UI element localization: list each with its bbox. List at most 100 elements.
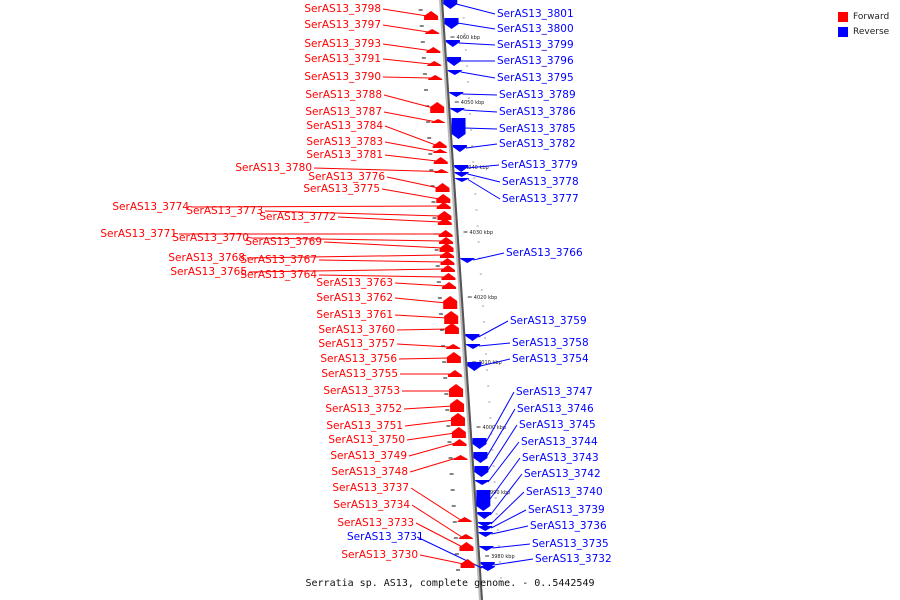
reverse-gene-feature	[478, 526, 493, 531]
forward-leader-line	[383, 111, 435, 122]
forward-leader-line	[382, 8, 428, 17]
scale-tick-label: 4060 kbp	[456, 35, 480, 41]
forward-leader-line	[384, 154, 437, 162]
reverse-gene-feature	[443, 0, 458, 9]
reverse-gene-feature	[444, 18, 459, 29]
forward-gene-label: SerAS13_3748	[331, 466, 408, 478]
reverse-gene-feature	[478, 532, 493, 537]
forward-gene-label: SerAS13_3790	[304, 71, 381, 83]
reverse-gene-label: SerAS13_3731	[347, 531, 424, 543]
forward-gene-label: SerAS13_3733	[337, 517, 414, 529]
forward-leader-line	[190, 205, 440, 208]
forward-leader-line	[383, 94, 434, 109]
reverse-gene-feature	[466, 344, 481, 349]
reverse-gene-label: SerAS13_3796	[497, 55, 574, 67]
backbone-line	[441, 0, 483, 600]
reverse-leader-line	[480, 358, 511, 367]
forward-gene-label: SerAS13_3770	[172, 232, 249, 244]
reverse-gene-feature	[467, 362, 482, 371]
forward-leader-line	[403, 405, 454, 410]
forward-gene-feature	[439, 243, 454, 252]
reverse-gene-feature	[450, 108, 465, 113]
reverse-leader-line	[486, 424, 518, 472]
forward-leader-line	[382, 24, 429, 33]
reverse-leader-line	[488, 457, 521, 501]
reverse-gene-feature	[480, 562, 495, 569]
reverse-gene-feature	[452, 145, 467, 152]
reverse-gene-label: SerAS13_3758	[512, 337, 589, 349]
reverse-gene-feature	[454, 165, 469, 172]
forward-gene-feature	[431, 119, 446, 123]
reverse-gene-label: SerAS13_3747	[516, 386, 593, 398]
scale-tick-label: 4050 kbp	[461, 100, 485, 106]
reverse-leader-line	[467, 164, 500, 169]
gene-labels: SerAS13_3798 SerAS13_3797 SerAS13_3793 SerA…	[100, 3, 611, 565]
forward-gene-feature	[424, 11, 439, 20]
reverse-gene-label: SerAS13_3786	[499, 106, 576, 118]
forward-gene-label: SerAS13_3768	[168, 252, 245, 264]
reverse-gene-label: SerAS13_3799	[497, 39, 574, 51]
forward-gene-feature	[437, 211, 452, 220]
forward-gene-label: SerAS13_3788	[305, 89, 382, 101]
reverse-gene-label: SerAS13_3759	[510, 315, 587, 327]
forward-gene-label: SerAS13_3763	[316, 277, 393, 289]
forward-gene-feature	[458, 534, 473, 539]
forward-leader-line	[396, 328, 448, 331]
reverse-gene-feature	[447, 70, 462, 75]
forward-leader-line	[415, 522, 463, 548]
forward-gene-feature	[451, 413, 465, 426]
forward-leader-line	[406, 432, 455, 441]
scale-tick-label: 3990 kbp	[487, 490, 511, 496]
forward-gene-feature	[440, 251, 454, 258]
reverse-gene-feature	[475, 480, 490, 485]
forward-gene-label: SerAS13_3771	[100, 228, 177, 240]
forward-gene-label: SerAS13_3797	[304, 19, 381, 31]
reverse-gene-feature	[451, 118, 466, 139]
forward-gene-label: SerAS13_3734	[333, 499, 410, 511]
reverse-gene-label: SerAS13_3743	[522, 452, 599, 464]
forward-leader-line	[384, 141, 437, 152]
reverse-leader-line	[464, 127, 498, 130]
forward-gene-label: SerAS13_3776	[308, 171, 385, 183]
forward-gene-label: SerAS13_3793	[304, 38, 381, 50]
gene-features	[424, 0, 495, 571]
reverse-gene-label: SerAS13_3735	[532, 538, 609, 550]
forward-gene-feature	[446, 352, 461, 363]
reverse-leader-line	[460, 71, 496, 79]
forward-gene-label: SerAS13_3765	[170, 266, 247, 278]
reverse-leader-line	[486, 408, 516, 458]
reverse-gene-label: SerAS13_3800	[497, 23, 574, 35]
forward-gene-label: SerAS13_3756	[320, 353, 397, 365]
reverse-leader-line	[491, 525, 529, 535]
forward-gene-feature	[439, 237, 454, 244]
reverse-leader-line	[456, 3, 496, 15]
forward-gene-feature	[425, 29, 440, 34]
forward-gene-feature	[434, 169, 449, 173]
forward-gene-label: SerAS13_3798	[304, 3, 381, 15]
legend-reverse: Reverse	[838, 24, 889, 39]
forward-leader-line	[318, 274, 445, 278]
reverse-leader-line	[478, 320, 509, 338]
forward-gene-label: SerAS13_3760	[318, 324, 395, 336]
forward-gene-feature	[437, 218, 452, 225]
forward-gene-feature	[433, 149, 448, 153]
forward-gene-feature	[442, 282, 457, 289]
reverse-gene-label: SerAS13_3777	[502, 193, 579, 205]
forward-gene-feature	[446, 344, 461, 349]
forward-leader-line	[337, 216, 441, 223]
reverse-gene-feature	[465, 334, 480, 341]
forward-gene-feature	[430, 102, 445, 113]
forward-leader-line	[248, 268, 444, 273]
forward-gene-label: SerAS13_3737	[332, 482, 409, 494]
forward-gene-feature	[426, 47, 441, 53]
legend-forward: Forward	[838, 9, 889, 24]
reverse-gene-label: SerAS13_3782	[499, 138, 576, 150]
scale-tick-label: 4030 kbp	[469, 230, 493, 236]
forward-gene-feature	[432, 141, 447, 148]
reverse-leader-line	[465, 143, 498, 149]
reverse-leader-line	[467, 173, 501, 183]
forward-gene-feature	[433, 157, 448, 164]
leader-lines	[179, 3, 534, 569]
reverse-leader-line	[490, 509, 527, 529]
